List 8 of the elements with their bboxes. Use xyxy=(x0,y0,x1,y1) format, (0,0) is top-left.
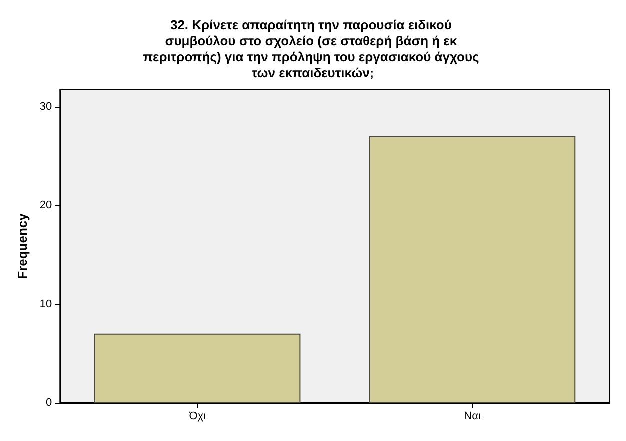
x-tick-label: Ναι xyxy=(464,410,482,422)
y-tick-label: 20 xyxy=(40,200,52,212)
y-axis-title: Frequency xyxy=(15,212,30,280)
y-tick-label: 10 xyxy=(40,298,52,310)
y-tick-label: 0 xyxy=(46,397,52,409)
y-tick-label: 30 xyxy=(40,100,52,113)
chart-title: 32. Κρίνετε απαραίτητη την παρουσία ειδικού συμβούλου στο σχολείο (σε σταθερή βάση ή εκ περιτροπής) για την πρόληψη του εργασιακού άγχους των εκπαιδευτικών; xyxy=(143,18,483,80)
x-tick-label: Όχι xyxy=(188,410,207,422)
